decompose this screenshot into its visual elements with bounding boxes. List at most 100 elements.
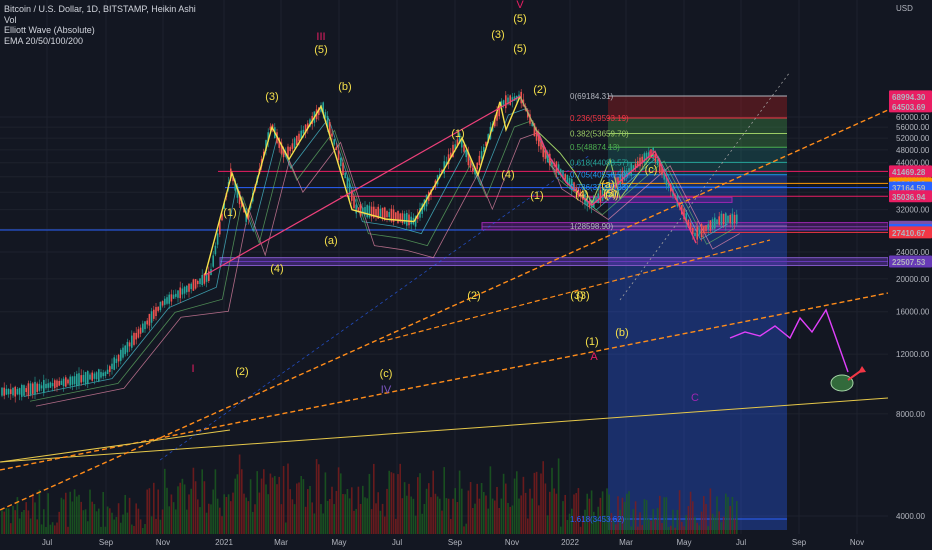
volume-bar (582, 515, 584, 534)
wave-label: (3) (570, 290, 583, 302)
candle-body (344, 172, 346, 179)
volume-bar (711, 513, 714, 534)
candle-body (568, 177, 571, 186)
candle-body (98, 369, 100, 382)
candle-body (397, 211, 399, 223)
candle-body (216, 233, 219, 245)
volume-bar (667, 526, 670, 534)
volume-bar (549, 491, 551, 534)
volume-bar (175, 509, 177, 534)
volume-bar (320, 504, 322, 534)
volume-bar (436, 496, 439, 534)
candle-body (612, 182, 615, 188)
volume-bar (447, 498, 450, 534)
volume-bar (216, 498, 219, 534)
candle-body (575, 187, 577, 191)
candle-body (718, 216, 720, 225)
volume-bar (368, 473, 371, 534)
volume-bar (733, 518, 736, 534)
candle-body (496, 112, 498, 121)
volume-bar (560, 526, 562, 534)
candle-body (278, 137, 280, 148)
volume-bar (489, 466, 492, 534)
candle-body (25, 388, 27, 392)
trendline-upper (0, 109, 889, 511)
candle-body (716, 219, 718, 225)
volume-bar (678, 490, 681, 534)
candle-body (623, 170, 626, 181)
candle-body (197, 280, 199, 285)
volume-bar (80, 501, 82, 534)
candle-body (111, 363, 113, 369)
candle-body (698, 229, 701, 235)
wave-label: (1) (451, 128, 464, 140)
candle-body (205, 273, 208, 282)
volume-bar (128, 497, 131, 534)
candle-body (725, 213, 727, 225)
wave-labels: (1)(2)(3)(4)(5)(a)(b)(c)(1)(2)(3)(4)(5)(… (191, 0, 699, 404)
volume-bar (60, 497, 63, 534)
volume-bar (304, 506, 307, 534)
candle-body (604, 188, 606, 197)
fib-label: 1.618(3453.62) (570, 515, 625, 524)
volume-bar (230, 501, 232, 534)
volume-bar (311, 502, 313, 534)
time-tick: Jul (392, 538, 402, 547)
volume-bar (95, 511, 98, 534)
candle-body (238, 191, 241, 205)
candle-body (326, 115, 329, 128)
volume-bar (331, 486, 333, 534)
candle-body (199, 278, 201, 285)
volume-bar (161, 509, 164, 534)
time-tick: May (676, 538, 691, 547)
candle-body (164, 298, 166, 305)
candle-body (113, 357, 115, 370)
volume-bar (322, 513, 324, 534)
volume-bar (716, 496, 718, 534)
time-axis[interactable]: Jul Sep Nov 2021 Mar May Jul Sep Nov 2022 Mar May Ju… (0, 534, 932, 550)
volume-bar (505, 483, 507, 534)
trendline-lower (0, 292, 889, 471)
price-label: 22507.53 (892, 258, 926, 267)
price-axis[interactable]: USD 4000.00 8000.00 12000.00 16000.00 20000.0… (888, 0, 932, 550)
candle-body (150, 311, 153, 323)
candle-body (135, 332, 137, 340)
wave-label-major: I (191, 363, 194, 375)
volume-bar (100, 526, 102, 534)
trend-yellow (0, 429, 231, 463)
candle-body (571, 178, 573, 190)
price-tick: 52000.00 (896, 134, 930, 143)
candle-body (551, 159, 553, 165)
candle-body (654, 154, 657, 162)
volume-bar (685, 515, 687, 534)
volume-bar (494, 500, 496, 534)
candle-body (60, 380, 63, 385)
volume-bar (573, 494, 575, 534)
candle-body (593, 196, 595, 208)
candle-body (705, 225, 707, 232)
trend-blue-dotted (159, 154, 591, 461)
volume-bar (555, 493, 558, 534)
candle-body (722, 213, 725, 225)
volume-bar (181, 478, 184, 534)
volume-bar (634, 501, 637, 534)
volume-bar (122, 514, 124, 534)
candle-body (324, 112, 327, 118)
candle-body (212, 255, 214, 267)
volume-bar (390, 472, 393, 534)
volume-bar (395, 518, 397, 534)
candle-body (172, 294, 175, 299)
candle-body (632, 165, 635, 171)
candle-body (183, 286, 186, 294)
candle-body (14, 386, 16, 397)
price-label-bg (889, 226, 932, 239)
volume-bar (263, 469, 265, 534)
candle-body (599, 190, 602, 203)
volume-bar (696, 522, 698, 534)
target-ellipse (830, 374, 854, 392)
candle-body (694, 232, 696, 237)
wave-label: (5) (603, 188, 616, 200)
volume-bar (245, 497, 247, 534)
candle-body (7, 389, 10, 395)
